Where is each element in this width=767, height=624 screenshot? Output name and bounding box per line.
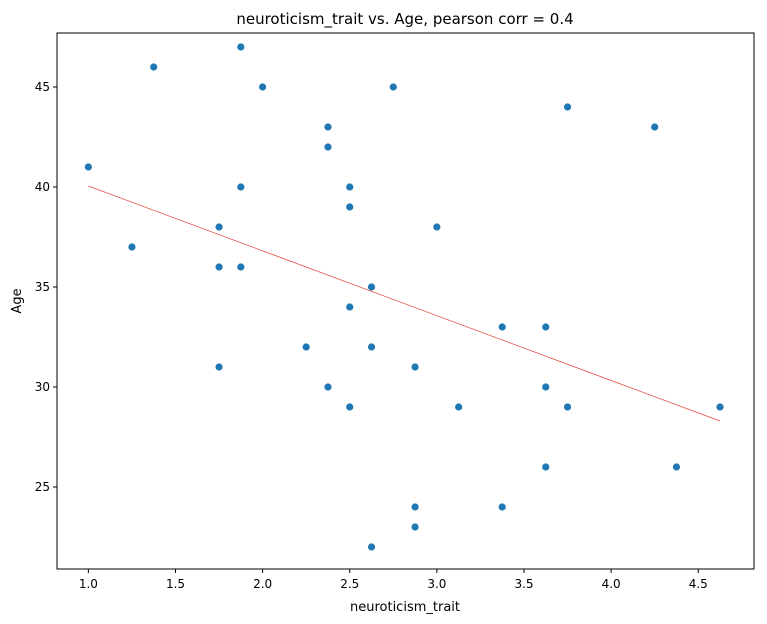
data-point [455,403,463,411]
plot-area-frame [56,32,755,570]
data-point [389,83,397,91]
data-point [498,503,506,511]
data-point [324,143,332,151]
data-point [346,183,354,191]
data-point [542,383,550,391]
chart-title: neuroticism_trait vs. Age, pearson corr … [236,10,573,29]
data-point [346,203,354,211]
data-point [542,323,550,331]
regression-line [88,185,721,422]
data-point [128,243,136,251]
data-point [324,383,332,391]
data-point [237,183,245,191]
data-point [651,123,659,131]
x-tick-label: 1.5 [166,577,185,591]
data-point [367,543,376,551]
y-axis-label: Age [10,288,25,313]
x-tick-label: 3.0 [427,577,446,591]
x-axis-label: neuroticism_trait [350,600,460,615]
data-point [302,343,310,351]
data-point [433,223,441,231]
data-point [563,103,572,111]
data-point [411,523,419,531]
data-point [716,403,724,411]
y-tick-label: 45 [35,80,50,94]
data-point [672,463,681,471]
data-point [563,403,572,411]
data-point [367,283,376,291]
data-point [542,463,550,471]
data-point [215,223,223,231]
y-tick-label: 25 [35,480,50,494]
data-point [84,163,92,171]
y-tick-label: 35 [35,280,50,294]
data-point [411,363,419,371]
data-point [411,503,419,511]
data-point [324,123,332,131]
x-tick-label: 3.5 [514,577,533,591]
data-point [346,403,354,411]
x-tick-label: 2.5 [340,577,359,591]
y-tick-label: 30 [35,380,50,394]
data-point [498,323,506,331]
x-tick-label: 2.0 [253,577,272,591]
data-point [150,63,158,71]
data-point [237,43,245,51]
data-point [367,343,376,351]
data-point [237,263,245,271]
x-tick-label: 4.0 [602,577,621,591]
x-tick-label: 1.0 [79,577,98,591]
data-point [215,363,223,371]
data-point [259,83,267,91]
y-tick-label: 40 [35,180,50,194]
x-tick-label: 4.5 [689,577,708,591]
data-point [215,263,223,271]
data-point [346,303,354,311]
